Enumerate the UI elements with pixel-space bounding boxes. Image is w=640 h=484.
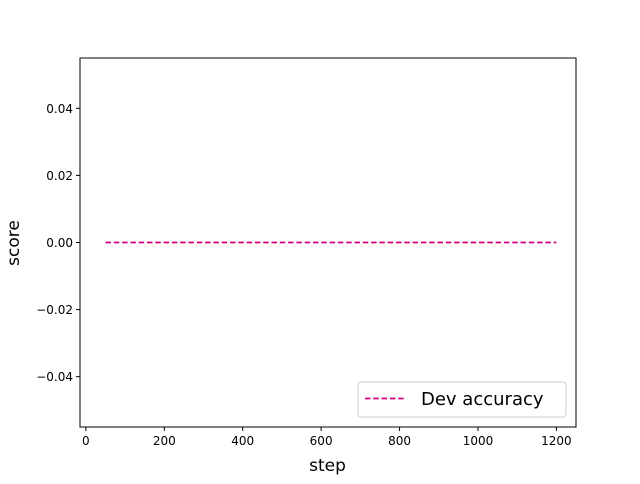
legend: Dev accuracy [357,381,567,418]
x-tick-label: 1000 [463,434,494,448]
y-tick-label: 0.02 [46,169,73,183]
y-tick-label: 0.04 [46,102,73,116]
y-axis: −0.04 −0.02 0.00 0.02 0.04 [36,102,80,384]
x-tick-label: 0 [82,434,90,448]
y-tick-label: −0.04 [36,370,73,384]
x-tick-label: 1200 [541,434,572,448]
x-tick-label: 400 [231,434,254,448]
y-tick-label: −0.02 [36,303,73,317]
legend-label-dev-accuracy: Dev accuracy [421,389,544,410]
y-axis-label: score [4,220,24,266]
x-tick-label: 800 [388,434,411,448]
x-tick-label: 600 [310,434,333,448]
x-axis: 0 200 400 600 800 1000 1200 [82,427,572,448]
y-tick-label: 0.00 [46,236,73,250]
x-axis-label: step [309,456,346,476]
legend-box [357,381,567,418]
x-tick-label: 200 [153,434,176,448]
